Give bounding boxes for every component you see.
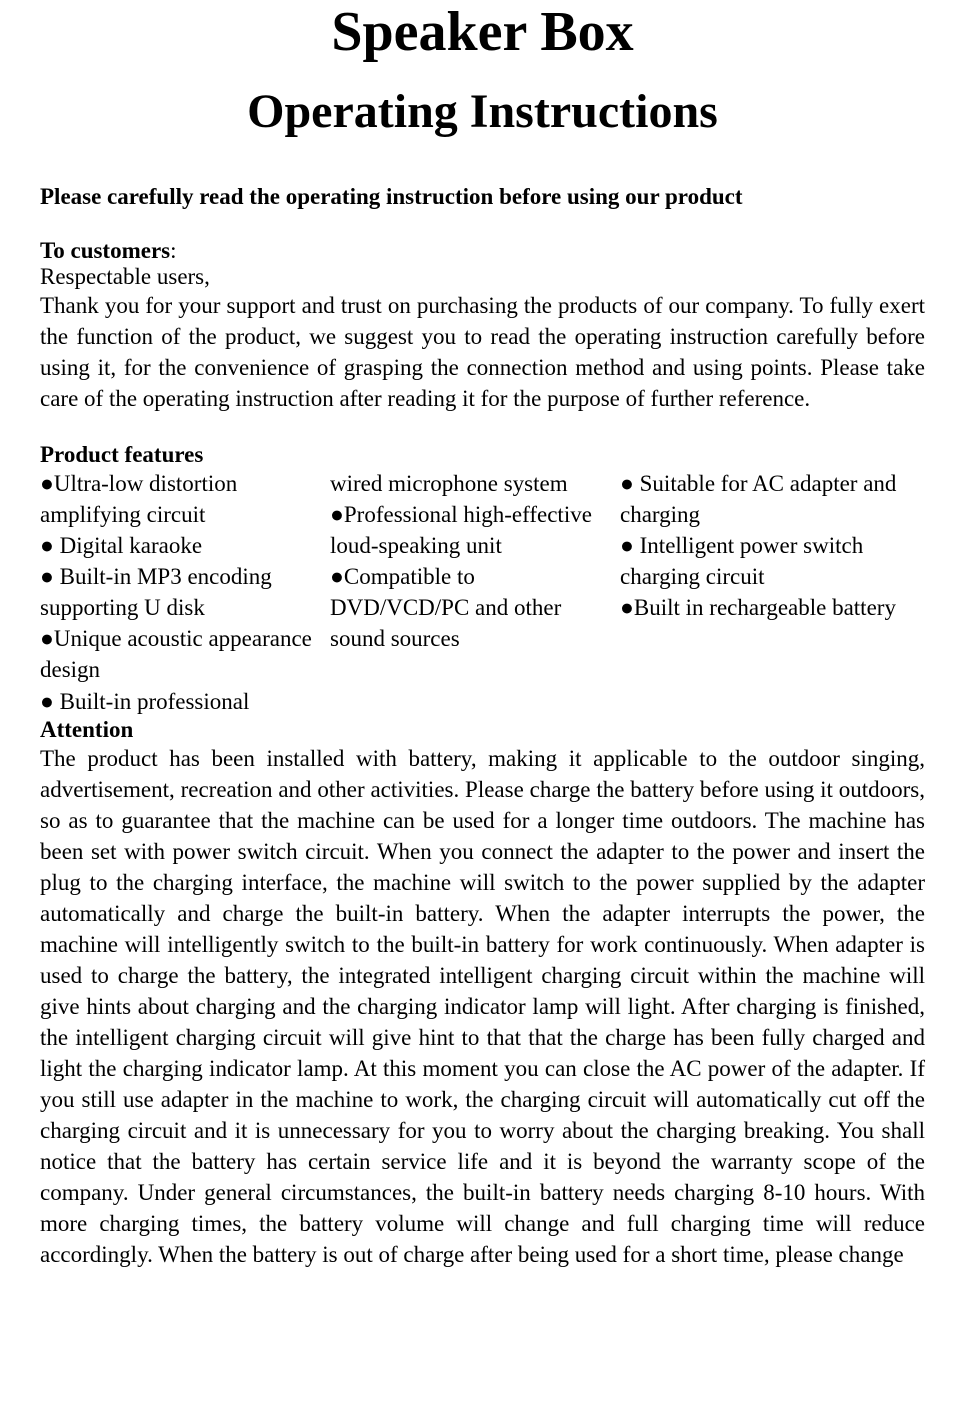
attention-heading: Attention (40, 717, 925, 743)
customers-heading: To customers (40, 238, 170, 263)
features-column-3: ● Suitable for AC adapter and charging ●… (620, 468, 925, 716)
intro-text: Please carefully read the operating inst… (40, 184, 925, 210)
features-container: ●Ultra-low distortion amplifying circuit… (40, 468, 925, 716)
customers-greeting: Respectable users, (40, 264, 925, 290)
customers-colon: : (170, 238, 176, 263)
customers-section: To customers: Respectable users, Thank y… (40, 238, 925, 414)
features-heading: Product features (40, 442, 925, 468)
sub-title: Operating Instructions (40, 84, 925, 139)
features-column-2: wired microphone system ●Professional hi… (330, 468, 610, 716)
customers-body: Thank you for your support and trust on … (40, 290, 925, 414)
attention-body: The product has been installed with batt… (40, 743, 925, 1271)
main-title: Speaker Box (40, 0, 925, 64)
features-column-1: ●Ultra-low distortion amplifying circuit… (40, 468, 320, 716)
attention-section: Attention The product has been installed… (40, 717, 925, 1271)
